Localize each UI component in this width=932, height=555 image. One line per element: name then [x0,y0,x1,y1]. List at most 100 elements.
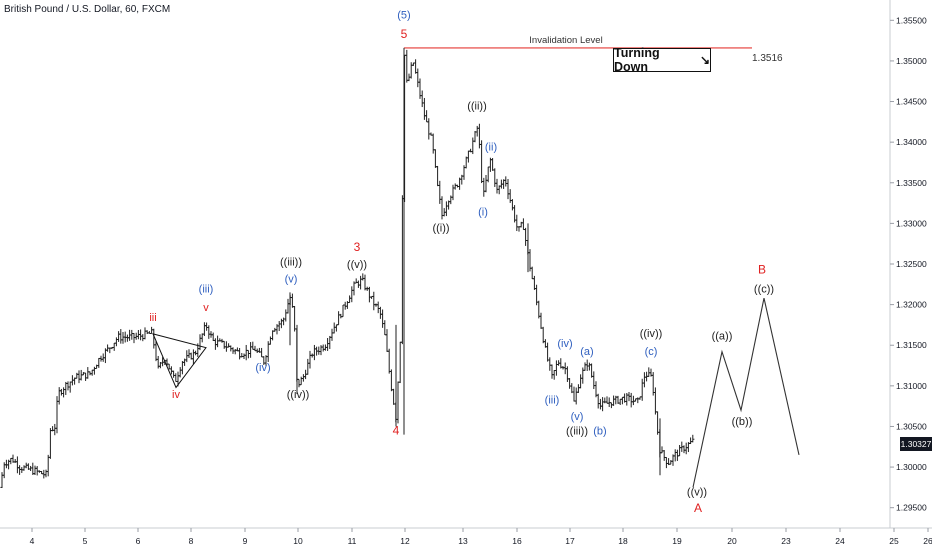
wave-label: B [758,263,766,277]
ohlc-bar [308,350,312,369]
ohlc-bar [33,465,37,475]
ohlc-bar [130,329,134,340]
ohlc-bar [579,374,583,389]
y-tick-label: 1.35000 [896,56,927,66]
ohlc-bar [211,332,215,341]
x-tick-label: 13 [458,536,468,546]
ohlc-bar [444,201,448,217]
ohlc-bar [238,347,242,360]
ohlc-bar [664,456,668,469]
ohlc-bar [436,165,440,187]
ohlc-bar [18,465,22,475]
ohlc-bar [618,398,622,405]
x-tick-label: 10 [293,536,303,546]
ohlc-bar [691,434,695,443]
ohlc-bar [44,469,48,478]
ohlc-bar [387,348,391,374]
wave-label: (a) [580,346,593,358]
ohlc-bar [178,367,182,378]
ohlc-bar [385,329,389,352]
x-tick-label: 12 [400,536,410,546]
ohlc-bar [359,275,363,290]
ohlc-bar [675,449,679,461]
ohlc-bar [139,329,143,341]
ohlc-bar [389,369,393,392]
ohlc-bar [249,342,253,358]
x-tick-label: 11 [348,536,357,546]
ohlc-bar [438,180,442,204]
ohlc-bar [466,150,470,163]
ohlc-bar [46,454,50,477]
ohlc-bar [669,460,673,465]
ohlc-bar [339,313,343,319]
ohlc-bar [328,335,332,349]
ohlc-bar [191,349,195,365]
ohlc-bar [271,330,275,341]
x-tick-label: 16 [512,536,522,546]
ohlc-bar [290,293,294,308]
ohlc-bar [350,286,354,303]
ohlc-bar [246,349,250,359]
y-tick-label: 1.33500 [896,178,927,188]
ohlc-bar [4,459,8,469]
wave-label: v [203,302,209,314]
wave-label: 4 [393,424,400,438]
ohlc-bar [222,340,226,349]
x-tick-label: 19 [672,536,682,546]
ohlc-bar [673,449,677,462]
chart-title: British Pound / U.S. Dollar, 60, FXCM [4,4,171,15]
ohlc-bar [312,344,316,361]
ohlc-bar [592,371,596,390]
ohlc-bar [326,338,330,351]
wave-label: (c) [645,346,658,358]
ohlc-bar [420,90,424,108]
y-tick-label: 1.35500 [896,15,927,25]
ohlc-bar [464,156,468,169]
ohlc-bar [330,328,334,341]
ohlc-bar [433,149,437,168]
ohlc-bar [198,334,202,351]
wave-label: iv [172,389,180,401]
ohlc-bar [299,376,303,386]
ohlc-bar [541,326,545,344]
ohlc-bar [376,301,380,314]
ohlc-bar [381,309,385,328]
ohlc-bar [678,445,682,457]
ohlc-bar [334,324,338,332]
wave-label: (i) [478,206,488,218]
wave-label: 5 [401,27,408,41]
wave-label: ((v)) [347,259,367,271]
ohlc-bar [145,330,149,335]
wave-label: (iv) [255,362,270,374]
ohlc-bar [662,450,666,461]
ohlc-bar [568,378,572,389]
projection-path [692,297,800,488]
turning-down-label: Turning Down [614,46,660,74]
wave-label: (5) [397,10,410,22]
ohlc-bar [306,358,310,375]
ohlc-bar [612,395,616,406]
ohlc-bar [405,49,409,83]
ohlc-bar [493,168,497,187]
x-tick-label: 26 [923,536,932,546]
ohlc-bar [348,295,352,304]
projection-layer [692,297,800,488]
ohlc-bar [422,97,426,120]
ohlc-bar [546,342,550,362]
ohlc-bar [642,372,646,388]
ohlc-bar [22,465,26,471]
wave-label: ((a)) [712,331,733,343]
ohlc-bar [660,446,664,454]
ohlc-bar [81,372,85,376]
ohlc-bar [583,362,587,371]
wave-label: iii [149,312,156,324]
wave-label: (iv) [557,338,572,350]
y-tick-label: 1.31500 [896,340,927,350]
ohlc-bar [341,304,345,318]
ohlc-bar [532,275,536,290]
x-tick-label: 20 [727,536,737,546]
ohlc-bar [689,437,693,445]
